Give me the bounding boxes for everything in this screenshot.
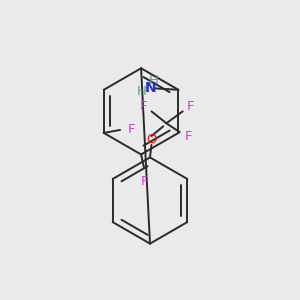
Text: H: H	[137, 85, 147, 98]
Text: N: N	[144, 81, 156, 95]
Text: F: F	[140, 175, 148, 188]
Text: F: F	[185, 130, 193, 143]
Text: F: F	[128, 123, 135, 136]
Text: F: F	[140, 100, 147, 113]
Text: O: O	[146, 133, 157, 146]
Text: H: H	[149, 74, 159, 87]
Text: F: F	[187, 100, 194, 113]
